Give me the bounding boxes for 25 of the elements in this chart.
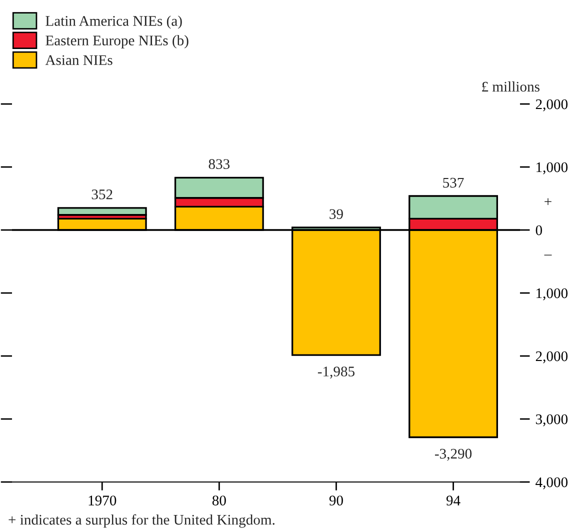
legend-label: Asian NIEs — [45, 55, 112, 66]
x-tick-label: 1970 — [88, 496, 116, 506]
y-tick-label: 2,000 — [536, 99, 568, 112]
bar — [57, 207, 147, 216]
y-axis-title: £ millions — [482, 81, 540, 92]
x-tick-label: 80 — [212, 496, 226, 506]
y-tick-label: 3,000 — [536, 414, 568, 426]
x-tick-label: 90 — [329, 496, 343, 506]
text: + indicates a surplus for the United Kingdom. — [8, 514, 274, 528]
text: – — [544, 254, 552, 256]
annotation: 39 — [330, 209, 343, 220]
y-tick-label: 1,000 — [536, 162, 568, 174]
legend-label: Eastern Europe NIEs (b) — [46, 35, 188, 48]
y-tick-label: 4,000 — [536, 477, 568, 490]
legend-label: Latin America NIEs (a) — [46, 16, 182, 29]
y-tick-label: 2,000 — [536, 351, 568, 364]
data-label: -1,985 — [318, 366, 354, 379]
text: + — [544, 198, 552, 206]
data-label: -3,290 — [434, 448, 472, 461]
y-tick-label: 1,000 — [536, 288, 568, 300]
annotation: 537 — [443, 178, 464, 188]
annotation: 833 — [208, 159, 230, 170]
annotation: 352 — [92, 190, 112, 200]
x-tick-label: 94 — [446, 496, 460, 506]
y-tick-label: 0 — [536, 225, 542, 236]
